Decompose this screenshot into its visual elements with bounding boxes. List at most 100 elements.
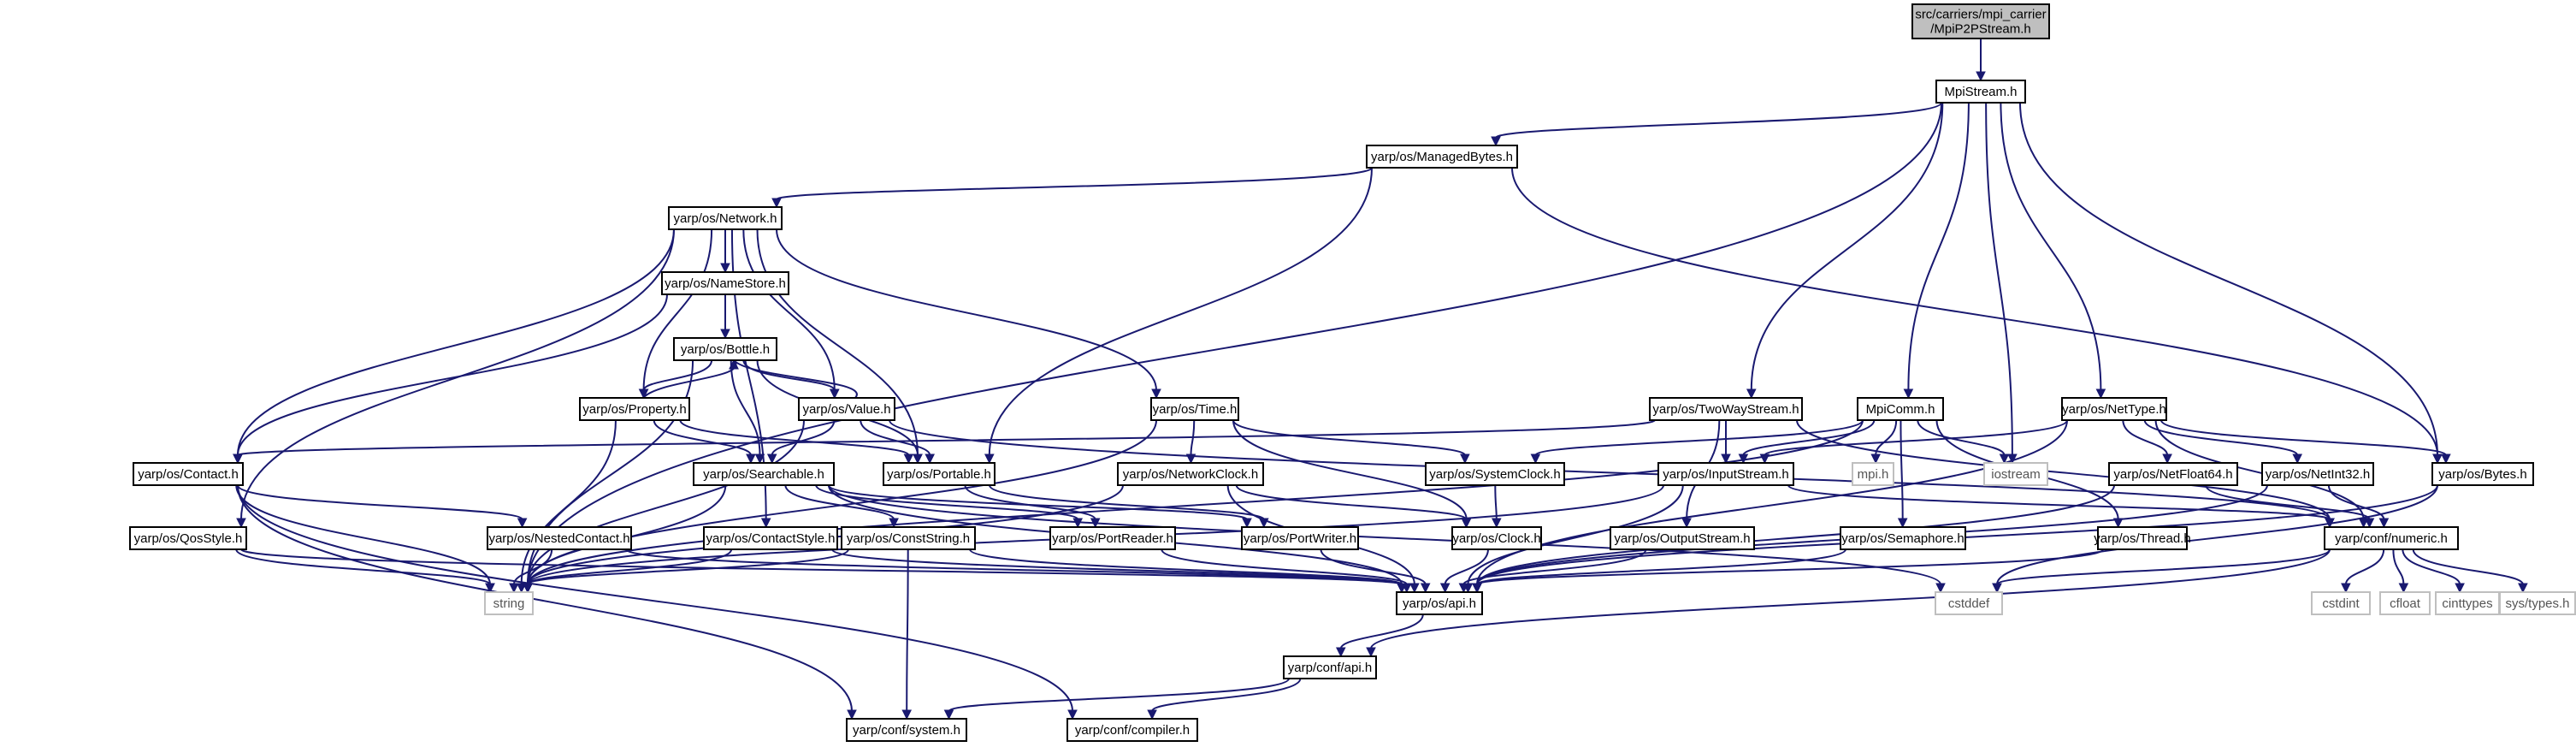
- edge-managedbytes-to-network: [771, 167, 1373, 209]
- node-label: cstdint: [2322, 596, 2360, 611]
- node-mpip2pstream[interactable]: src/carriers/mpi_carrier/MpiP2PStream.h: [1911, 3, 2050, 39]
- edge-bottle-to-searchable: [730, 359, 765, 465]
- node-box: [1150, 397, 1239, 421]
- edge-property-to-searchable: [653, 419, 756, 465]
- node-box: [1983, 462, 2048, 486]
- node-iostream[interactable]: iostream: [1983, 462, 2048, 486]
- node-osapi[interactable]: yarp/os/api.h: [1396, 591, 1483, 615]
- edge-twowaystream-to-inputstream: [1721, 419, 1731, 465]
- node-mpistream[interactable]: MpiStream.h: [1935, 80, 2026, 104]
- node-cstdint[interactable]: cstdint: [2311, 591, 2371, 615]
- node-cinttypes[interactable]: cinttypes: [2435, 591, 2500, 615]
- node-box: [2324, 526, 2459, 550]
- node-clock[interactable]: yarp/os/Clock.h: [1451, 526, 1542, 550]
- node-conststring[interactable]: yarp/os/ConstString.h: [841, 526, 976, 550]
- node-mpicomm[interactable]: MpiComm.h: [1857, 397, 1944, 421]
- node-label: yarp/os/PortWriter.h: [1244, 531, 1356, 546]
- edge-mpicomm-to-mpih: [1870, 419, 1898, 465]
- node-system[interactable]: yarp/conf/system.h: [846, 718, 967, 742]
- node-label: yarp/os/Semaphore.h: [1841, 531, 1964, 546]
- node-label: yarp/os/Bottle.h: [681, 342, 770, 357]
- node-systemclock[interactable]: yarp/os/SystemClock.h: [1425, 462, 1565, 486]
- node-box: [798, 397, 895, 421]
- node-label: mpi.h: [1858, 467, 1889, 482]
- edge-portreader-to-osapi: [1161, 548, 1412, 594]
- edge-twowaystream-to-contact: [233, 419, 1656, 465]
- edge-numeric-to-cinttypes: [2402, 548, 2465, 594]
- edge-mpip2pstream-to-mpistream: [1976, 39, 1986, 82]
- node-namestore[interactable]: yarp/os/NameStore.h: [661, 271, 789, 295]
- node-property[interactable]: yarp/os/Property.h: [579, 397, 690, 421]
- edge-contact-to-system: [237, 484, 857, 720]
- node-label: yarp/os/OutputStream.h: [1614, 531, 1750, 546]
- node-portable[interactable]: yarp/os/Portable.h: [883, 462, 996, 486]
- node-network[interactable]: yarp/os/Network.h: [668, 206, 783, 230]
- edge-numeric-to-cfloat: [2392, 548, 2409, 594]
- edge-searchable-to-conststring: [784, 484, 899, 529]
- node-box: [2097, 526, 2188, 550]
- node-time[interactable]: yarp/os/Time.h: [1150, 397, 1239, 421]
- node-string[interactable]: string: [484, 591, 534, 615]
- edge-bottle-to-property: [638, 359, 713, 400]
- edge-numeric-to-cstddef: [1992, 548, 2331, 594]
- node-systypes[interactable]: sys/types.h: [2499, 591, 2576, 615]
- node-compiler[interactable]: yarp/conf/compiler.h: [1066, 718, 1198, 742]
- node-nettype[interactable]: yarp/os/NetType.h: [2061, 397, 2167, 421]
- node-label: yarp/os/ContactStyle.h: [706, 531, 836, 546]
- node-inputstream[interactable]: yarp/os/InputStream.h: [1657, 462, 1794, 486]
- node-confapi[interactable]: yarp/conf/api.h: [1283, 655, 1377, 679]
- node-semaphore[interactable]: yarp/os/Semaphore.h: [1840, 526, 1966, 550]
- node-label: yarp/os/ConstString.h: [847, 531, 970, 546]
- edge-network-to-contact: [233, 228, 675, 465]
- edge-mpicomm-to-inputstream: [1738, 419, 1876, 465]
- node-box: [1283, 655, 1377, 679]
- node-label: yarp/conf/api.h: [1288, 661, 1372, 675]
- node-contact[interactable]: yarp/os/Contact.h: [133, 462, 244, 486]
- node-bytes[interactable]: yarp/os/Bytes.h: [2431, 462, 2534, 486]
- node-numeric[interactable]: yarp/conf/numeric.h: [2324, 526, 2459, 550]
- node-box: [1049, 526, 1176, 550]
- node-label: yarp/os/NetFloat64.h: [2113, 467, 2232, 482]
- edge-managedbytes-to-portable: [984, 167, 1373, 465]
- edge-confapi-to-system: [943, 678, 1290, 720]
- node-cfloat[interactable]: cfloat: [2379, 591, 2431, 615]
- node-box: [1117, 462, 1264, 486]
- node-box: [2379, 591, 2431, 615]
- edges-layer: [233, 39, 2528, 720]
- node-contactstyle[interactable]: yarp/os/ContactStyle.h: [703, 526, 838, 550]
- edge-time-to-systemclock: [1232, 419, 1470, 465]
- node-box: [484, 591, 534, 615]
- node-box: [1911, 3, 2050, 39]
- node-box: [1935, 80, 2026, 104]
- node-managedbytes[interactable]: yarp/os/ManagedBytes.h: [1366, 145, 1518, 169]
- node-bottle[interactable]: yarp/os/Bottle.h: [673, 337, 777, 361]
- node-value[interactable]: yarp/os/Value.h: [798, 397, 895, 421]
- node-netfloat64[interactable]: yarp/os/NetFloat64.h: [2108, 462, 2238, 486]
- node-netint32[interactable]: yarp/os/NetInt32.h: [2261, 462, 2374, 486]
- edge-mpistream-to-mpicomm: [1903, 102, 1970, 400]
- node-box: [1425, 462, 1565, 486]
- edge-semaphore-to-osapi: [1472, 548, 1846, 594]
- node-networkclock[interactable]: yarp/os/NetworkClock.h: [1117, 462, 1264, 486]
- node-outputstream[interactable]: yarp/os/OutputStream.h: [1610, 526, 1755, 550]
- node-thread[interactable]: yarp/os/Thread.h: [2094, 526, 2191, 550]
- node-mpih[interactable]: mpi.h: [1852, 462, 1894, 486]
- node-searchable[interactable]: yarp/os/Searchable.h: [693, 462, 835, 486]
- node-portreader[interactable]: yarp/os/PortReader.h: [1049, 526, 1176, 550]
- edge-qosstyle-to-string: [235, 548, 495, 594]
- node-cstddef[interactable]: cstddef: [1935, 591, 2003, 615]
- node-box: [1451, 526, 1542, 550]
- edge-value-to-searchable: [766, 419, 836, 465]
- edge-portable-to-portreader: [964, 484, 1101, 529]
- node-twowaystream[interactable]: yarp/os/TwoWayStream.h: [1649, 397, 1803, 421]
- node-label: string: [493, 596, 525, 611]
- edge-thread-to-osapi: [1472, 548, 2104, 594]
- node-box: [1657, 462, 1794, 486]
- node-nestedcontact[interactable]: yarp/os/NestedContact.h: [487, 526, 632, 550]
- node-portwriter[interactable]: yarp/os/PortWriter.h: [1241, 526, 1359, 550]
- node-box: [1935, 591, 2003, 615]
- node-box: [1857, 397, 1944, 421]
- node-qosstyle[interactable]: yarp/os/QosStyle.h: [129, 526, 247, 550]
- edge-network-to-portable: [756, 228, 923, 465]
